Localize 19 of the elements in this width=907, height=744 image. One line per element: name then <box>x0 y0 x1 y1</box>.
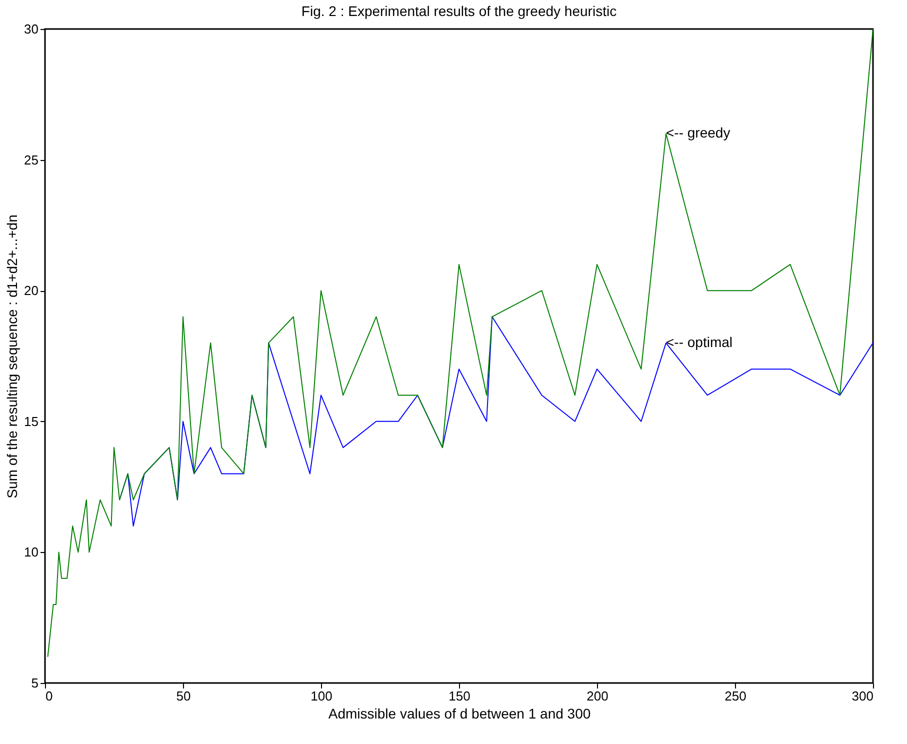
annotation: <-- optimal <box>666 334 733 350</box>
line-series <box>47 28 874 658</box>
x-tick-label: 250 <box>724 688 746 704</box>
y-axis-title: Sum of the resulting sequence : d1+d2+...+dn <box>4 214 20 498</box>
x-tick-label: 200 <box>586 688 608 704</box>
x-axis-title: Admissible values of d between 1 and 300 <box>328 706 591 722</box>
x-tick-label: 0 <box>46 688 53 704</box>
y-tick-label: 10 <box>24 544 38 560</box>
y-tick-label: 25 <box>24 152 38 168</box>
y-tick-label: 20 <box>24 283 38 298</box>
y-tick-label: 30 <box>24 22 38 36</box>
x-tick-label: 50 <box>176 688 191 704</box>
y-tick-label: 15 <box>24 414 38 429</box>
x-tick-label: 150 <box>448 688 470 704</box>
x-tick-label: 100 <box>310 688 332 704</box>
chart-title: Fig. 2 : Experimental results of the greedy heuristic <box>301 3 617 19</box>
annotation: <-- greedy <box>666 124 730 141</box>
y-tick-label: 5 <box>31 676 38 690</box>
x-tick-label: 300 <box>852 688 874 704</box>
